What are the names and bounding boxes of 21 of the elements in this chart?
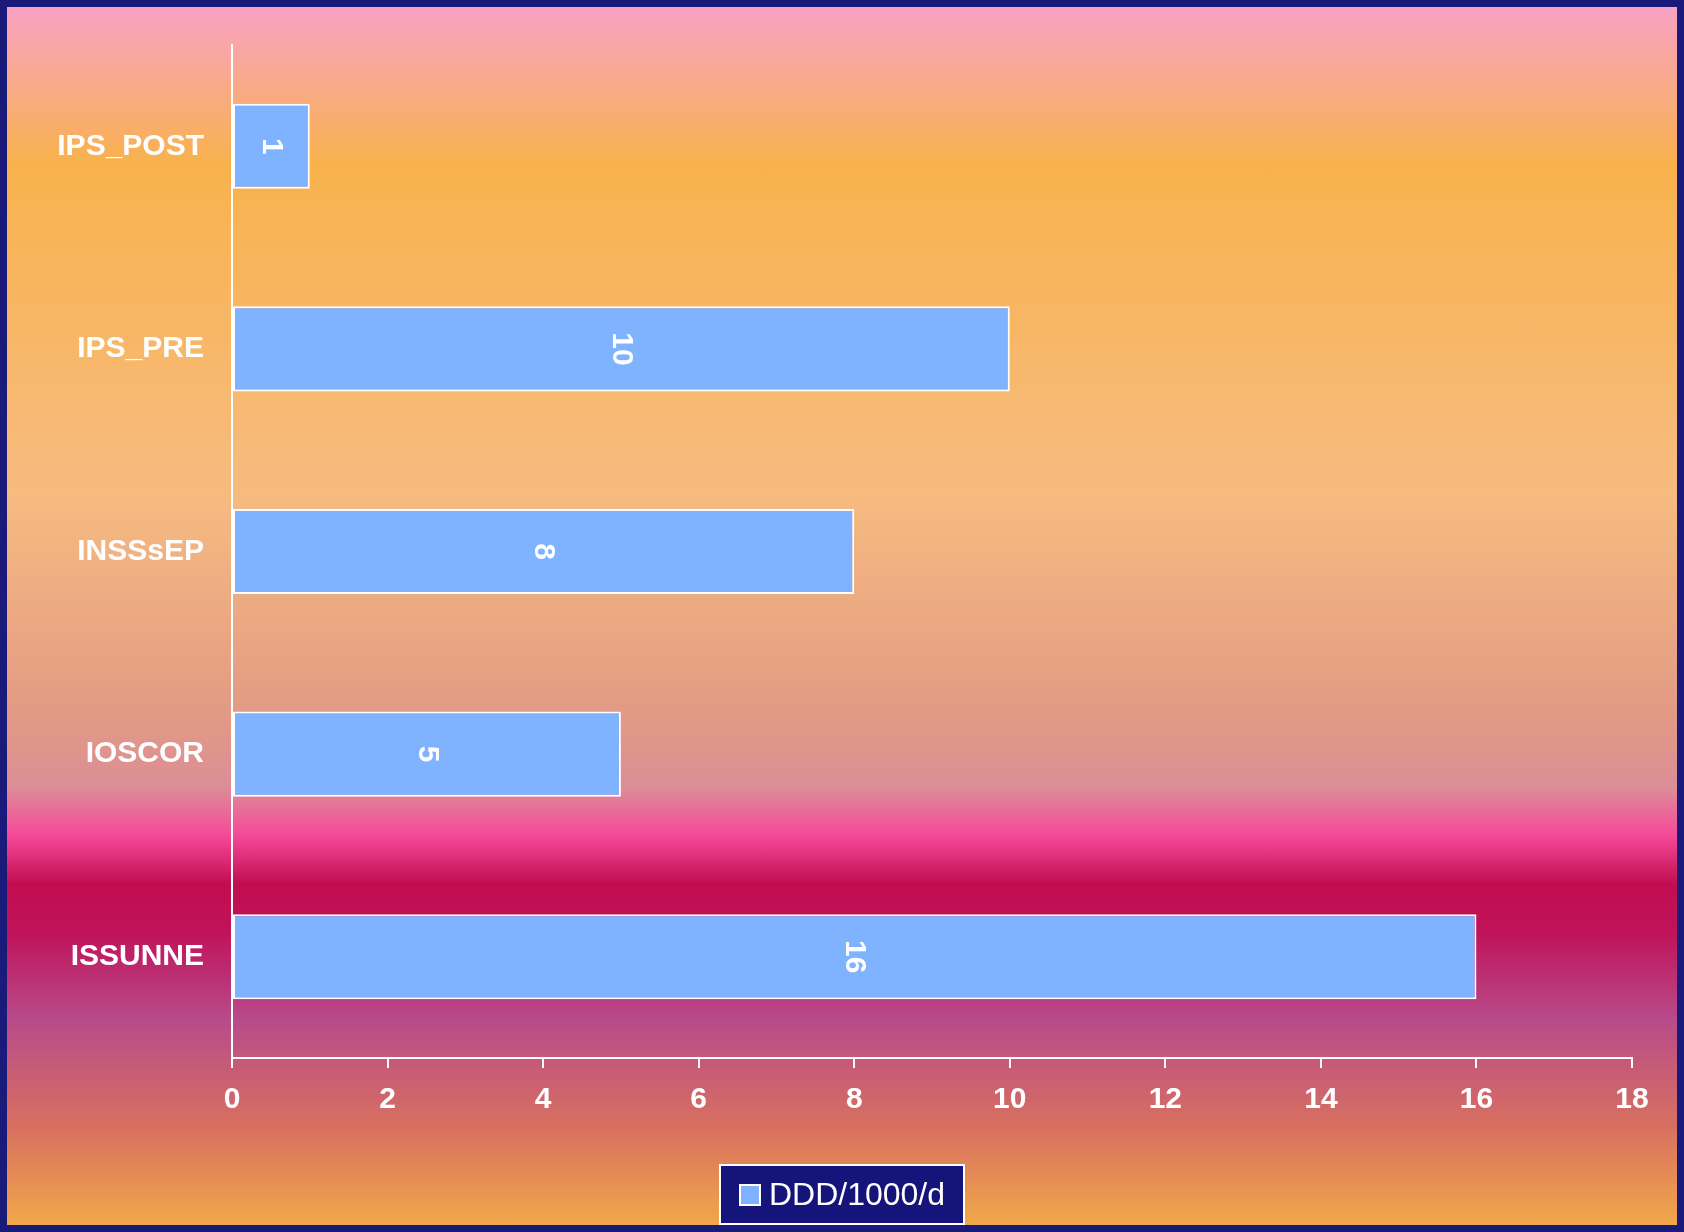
data-label: 10 xyxy=(607,332,641,366)
data-label: 16 xyxy=(840,940,874,974)
x-tick-label: 2 xyxy=(379,1081,396,1115)
y-tick-label: IPS_POST xyxy=(57,127,204,161)
x-tick-label: 14 xyxy=(1304,1081,1338,1115)
x-tick-label: 0 xyxy=(223,1081,241,1115)
y-tick-label: ISSUNNE xyxy=(70,937,204,971)
x-tick-label: 4 xyxy=(534,1081,552,1115)
data-label: 1 xyxy=(257,137,291,155)
x-tick-label: 12 xyxy=(1148,1081,1183,1115)
text: DDD/1000/d xyxy=(768,1176,946,1213)
x-tick-label: 10 xyxy=(993,1081,1027,1115)
x-tick-label: 6 xyxy=(690,1081,708,1115)
y-tick-label: IOSCOR xyxy=(85,735,205,769)
x-tick-label: 8 xyxy=(845,1081,863,1115)
y-tick-label: INSSsEP xyxy=(77,532,204,566)
data-label: 5 xyxy=(412,745,446,763)
x-tick-label: 18 xyxy=(1615,1081,1649,1115)
y-tick-label: IPS_PRE xyxy=(77,330,204,364)
x-tick-label: 16 xyxy=(1459,1081,1494,1115)
data-label: 8 xyxy=(529,543,563,560)
